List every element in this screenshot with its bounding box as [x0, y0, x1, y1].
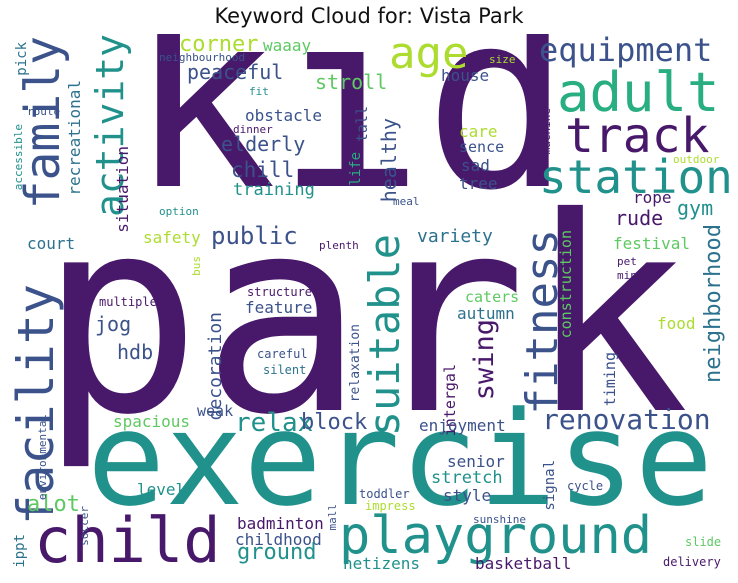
word-badminton: badminton — [237, 514, 324, 533]
word-weak: weak — [197, 402, 234, 420]
word-equipment: equipment — [539, 34, 713, 69]
word-mall: mall — [326, 504, 339, 531]
word-tree: tree — [459, 174, 498, 193]
word-corner: corner — [179, 34, 259, 57]
word-waaay: waaay — [263, 36, 312, 55]
word-jog: jog — [95, 312, 132, 336]
word-track: track — [565, 108, 710, 164]
word-size: size — [489, 53, 516, 66]
word-structure: structure — [247, 285, 313, 299]
word-park: park — [39, 159, 690, 474]
word-cycle: cycle — [567, 479, 604, 493]
word-signal: signal — [542, 460, 558, 511]
word-multiple: multiple — [99, 295, 157, 309]
word-adult: adult — [557, 61, 720, 124]
word-renovation: renovation — [542, 403, 711, 436]
word-block: block — [301, 410, 368, 435]
word-meal: meal — [393, 195, 420, 208]
word-style: style — [443, 486, 492, 505]
word-training: training — [233, 180, 315, 200]
word-autumn: autumn — [457, 304, 515, 323]
word-life: life — [348, 152, 364, 186]
word-safety: safety — [143, 228, 201, 247]
word-exercise: exercise — [87, 383, 714, 535]
word-route: route — [27, 105, 61, 118]
word-kid: kid — [129, 34, 572, 244]
word-pet: pet — [617, 255, 637, 268]
word-toddler: toddler — [359, 487, 410, 501]
word-delivery: delivery — [663, 555, 721, 569]
word-court: court — [27, 234, 76, 253]
word-basketball: basketball — [475, 554, 572, 573]
word-alot: alot — [27, 492, 80, 517]
word-care: care — [459, 122, 498, 141]
word-food: food — [657, 314, 696, 333]
word-station: station — [539, 150, 729, 204]
word-spacious: spacious — [113, 412, 191, 431]
word-accessible: accessible — [12, 124, 25, 191]
word-hdb: hdb — [117, 340, 154, 364]
word-playground: playground — [339, 506, 653, 566]
word-situation: situation — [113, 146, 132, 233]
word-silent: silent — [263, 363, 307, 377]
word-house: house — [441, 66, 490, 85]
word-healthy: healthy — [377, 118, 401, 203]
word-careful: careful — [257, 347, 308, 361]
word-chill: chill — [231, 158, 295, 182]
word-fit: fit — [249, 85, 269, 98]
word-festival: festival — [613, 234, 691, 253]
word-machine: machine — [540, 108, 553, 155]
word-swing: swing — [469, 319, 500, 401]
word-cloud: kid park exercise child playground famil… — [9, 34, 729, 574]
word-childhood: childhood — [235, 530, 322, 549]
word-age: age — [389, 34, 469, 79]
word-senior: senior — [447, 452, 505, 471]
word-neighborhood: neighborhood — [701, 224, 726, 383]
word-neighbourhood: neighbourhood — [159, 51, 246, 64]
word-rope: rope — [633, 188, 672, 207]
word-obstacle: obstacle — [245, 106, 323, 125]
word-bus: bus — [190, 256, 203, 276]
word-recreational: recreational — [65, 80, 84, 196]
word-construction: construction — [557, 230, 575, 339]
word-option: option — [159, 205, 199, 218]
word-dinner: dinner — [233, 123, 273, 136]
chart-title: Keyword Cloud for: Vista Park — [214, 4, 524, 28]
word-environmental: environmental — [36, 414, 49, 501]
word-soccer: soccer — [78, 506, 91, 546]
word-ippt: ippt — [12, 534, 28, 568]
word-stretch: stretch — [431, 468, 503, 488]
word-variety: variety — [417, 226, 493, 247]
word-relax: relax — [235, 408, 314, 438]
word-feature: feature — [245, 298, 313, 317]
word-stroll: stroll — [315, 70, 388, 94]
word-timing: timing — [601, 352, 619, 407]
word-relaxation: relaxation — [348, 324, 363, 403]
word-sence: sence — [459, 138, 505, 156]
word-enjoyment: enjoyment — [419, 416, 506, 435]
word-level: level — [137, 480, 186, 499]
word-sunshine: sunshine — [473, 513, 526, 526]
word-ground: ground — [237, 540, 317, 565]
word-public: public — [211, 222, 298, 250]
word-sad: sad — [461, 156, 490, 175]
word-impress: impress — [365, 499, 416, 513]
word-peaceful: peaceful — [187, 60, 284, 84]
word-outdoor: outdoor — [673, 153, 720, 166]
word-pick: pick — [14, 42, 30, 76]
word-rude: rude — [615, 206, 664, 230]
word-tall: tall — [353, 106, 371, 143]
word-elderly: elderly — [221, 132, 306, 156]
word-plenth: plenth — [319, 239, 359, 252]
word-caters: caters — [465, 288, 520, 306]
word-suitable: suitable — [360, 234, 409, 437]
word-mini: mini — [617, 269, 644, 282]
word-gym: gym — [677, 196, 714, 220]
word-netizens: netizens — [343, 554, 421, 573]
word-slide: slide — [685, 535, 722, 549]
word-child: child — [34, 504, 221, 574]
